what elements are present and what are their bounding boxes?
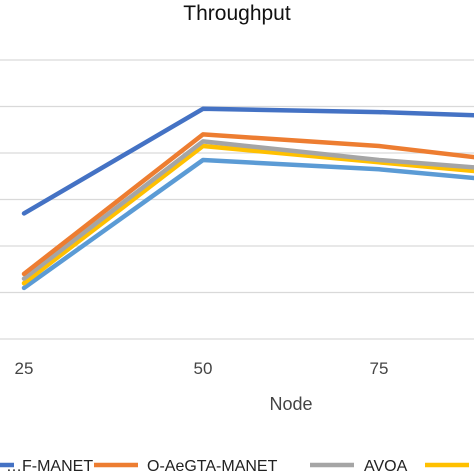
chart-title: Throughput — [183, 2, 291, 25]
legend-label: O-AeGTA-MANET — [147, 458, 278, 474]
series-line — [21, 157, 474, 291]
x-tick-label: 50 — [194, 359, 213, 378]
legend-label: …F-MANET — [6, 458, 93, 474]
series-line — [21, 132, 474, 277]
legend-label: AVOA — [364, 458, 408, 474]
x-axis-title: Node — [269, 394, 312, 414]
x-tick-label: 25 — [15, 359, 34, 378]
series-line — [21, 106, 474, 216]
series-line — [21, 143, 474, 286]
series-line — [21, 139, 474, 281]
x-tick-label: 75 — [370, 359, 389, 378]
